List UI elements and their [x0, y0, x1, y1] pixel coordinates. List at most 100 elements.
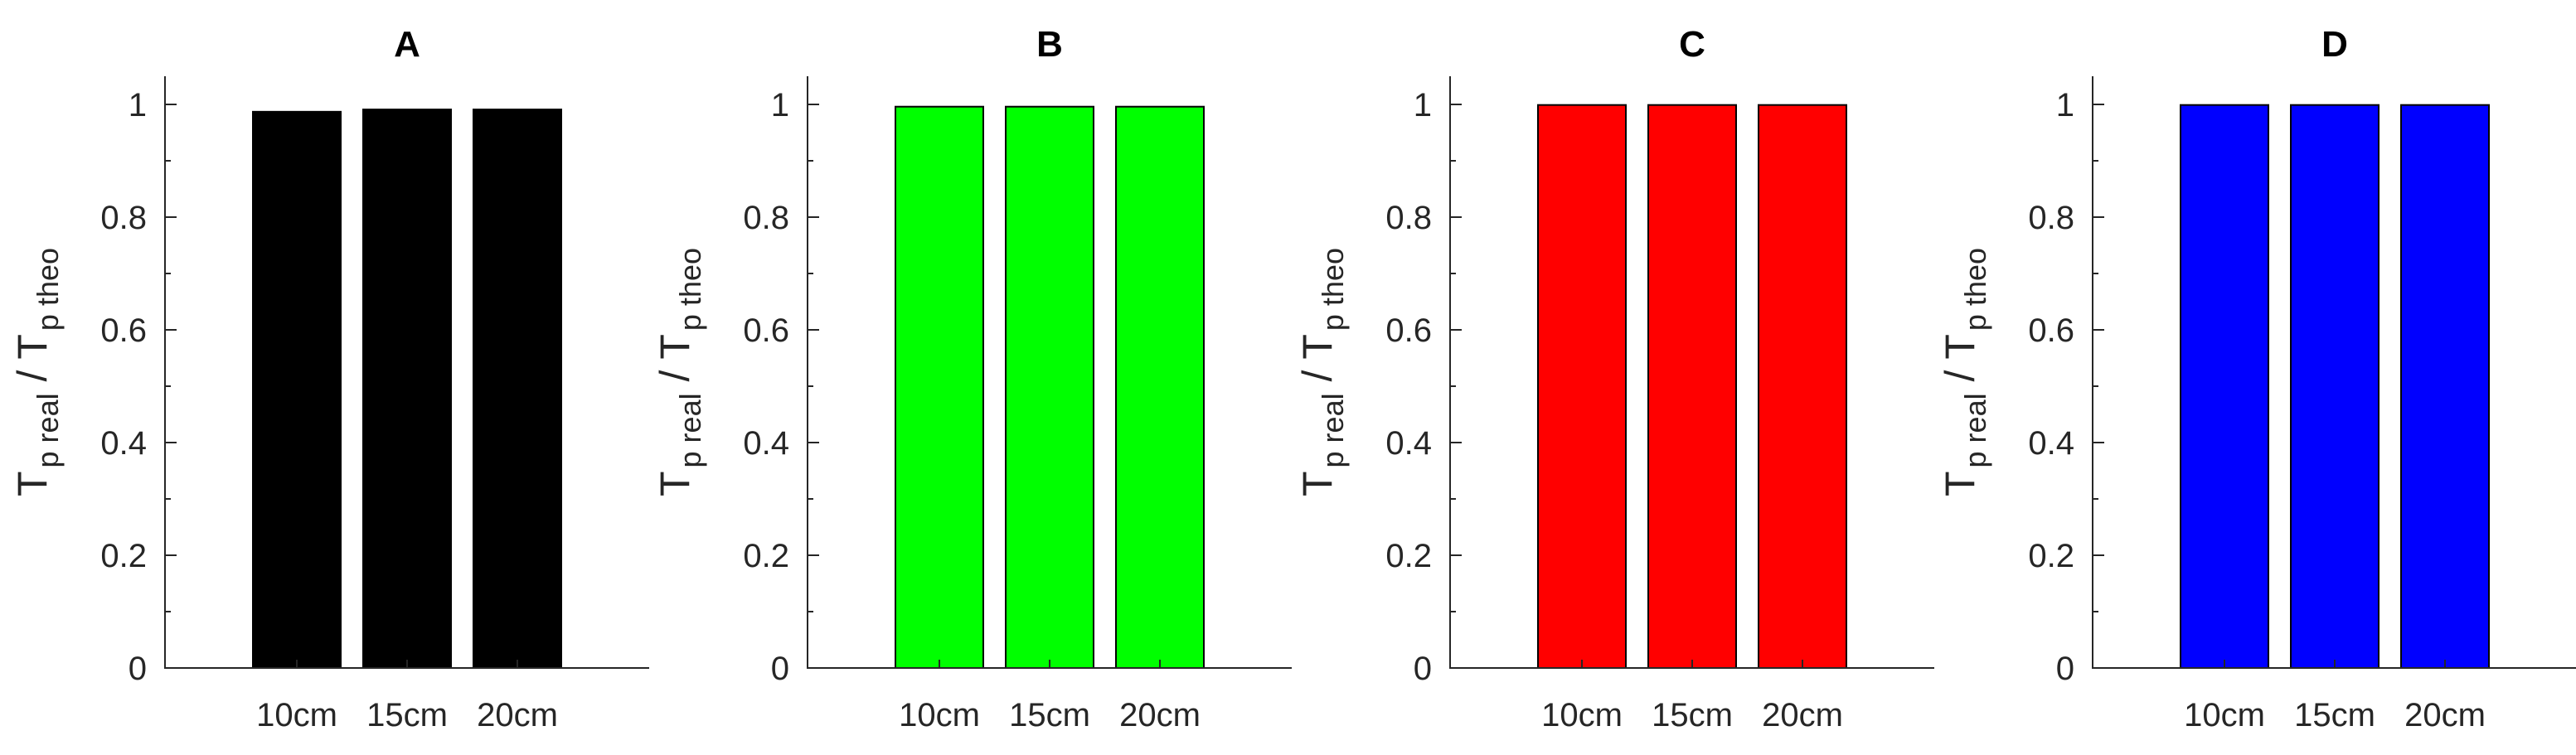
- y-tick-label: 1: [129, 87, 147, 123]
- bar-15cm: [1005, 105, 1094, 670]
- bar-20cm: [1115, 105, 1205, 670]
- ylabel-base: T: [1937, 471, 1983, 496]
- x-axis-ticks: 10cm 15cm 20cm: [256, 660, 558, 733]
- y-tick-label: 0.4: [743, 425, 789, 462]
- y-axis-ticks: 0 0.2 0.4 0.6 0.8 1: [2028, 87, 2104, 687]
- y-tick-label: 0: [2056, 651, 2074, 687]
- bar-20cm: [473, 109, 562, 669]
- ylabel-sub2: p theo: [1316, 248, 1350, 331]
- panel-title: A: [394, 24, 420, 65]
- y-tick-label: 0.4: [1385, 425, 1432, 462]
- x-axis-ticks: 10cm 15cm 20cm: [899, 660, 1201, 733]
- y-axis-ticks: 0 0.2 0.4 0.6 0.8 1: [100, 87, 177, 687]
- y-tick-label: 0.2: [2028, 538, 2074, 574]
- ylabel-base: T: [9, 471, 56, 496]
- bar-20cm: [2400, 104, 2490, 670]
- x-tick-label: 15cm: [2294, 697, 2375, 733]
- bar-10cm: [252, 110, 342, 669]
- ylabel-slash: /: [652, 360, 698, 394]
- axes-lines: [164, 76, 649, 669]
- y-tick-label: 0.2: [743, 538, 789, 574]
- panel-title: C: [1679, 24, 1705, 65]
- y-tick-label: 0.8: [743, 200, 789, 236]
- bar-10cm: [2180, 104, 2269, 670]
- ylabel-base2: T: [9, 334, 56, 360]
- y-axis-label-text: Tp real / Tp theo: [1294, 248, 1350, 496]
- bar-10cm: [895, 105, 984, 670]
- panel-title: B: [1036, 24, 1063, 65]
- axes-lines: [2092, 76, 2576, 669]
- x-tick-label: 10cm: [2184, 697, 2265, 733]
- y-axis-label: Tp real / Tp theo: [1937, 248, 1992, 496]
- x-tick-label: 15cm: [1009, 697, 1090, 733]
- ylabel-slash: /: [1294, 360, 1341, 394]
- y-tick-label: 0.4: [100, 425, 147, 462]
- x-axis-ticks: 10cm 15cm 20cm: [2184, 660, 2486, 733]
- x-tick-label: 15cm: [1652, 697, 1733, 733]
- ylabel-base: T: [1294, 471, 1341, 496]
- bar-10cm: [1537, 104, 1627, 670]
- y-tick-label: 0.2: [1385, 538, 1432, 574]
- panel-a: A Tp real / Tp theo 00.20.40.60.81 10cm 1…: [9, 24, 649, 733]
- ylabel-sub1: p real: [673, 393, 707, 467]
- ylabel-base2: T: [1294, 334, 1341, 360]
- y-tick-label: 0: [771, 651, 789, 687]
- y-axis-label-text: Tp real / Tp theo: [9, 248, 65, 496]
- x-tick-label: 10cm: [1541, 697, 1623, 733]
- y-tick-label: 0.8: [100, 200, 147, 236]
- y-tick-label: 1: [1414, 87, 1432, 123]
- y-tick-label: 0.6: [2028, 312, 2074, 349]
- panel-b: B Tp real / Tp theo 00.20.40.60.81 10cm 1…: [652, 24, 1292, 733]
- y-tick-label: 0.2: [100, 538, 147, 574]
- panel-c: C Tp real / Tp theo 00.20.40.60.81 10cm 1…: [1294, 24, 1934, 733]
- y-axis-label: Tp real / Tp theo: [1294, 248, 1350, 496]
- panel-title: D: [2321, 24, 2348, 65]
- ylabel-sub1: p real: [31, 393, 65, 467]
- y-axis-label-text: Tp real / Tp theo: [652, 248, 707, 496]
- ylabel-sub2: p theo: [1958, 248, 1992, 331]
- x-axis-ticks: 10cm 15cm 20cm: [1541, 660, 1843, 733]
- y-tick-label: 0: [1414, 651, 1432, 687]
- y-tick-label: 0.6: [100, 312, 147, 349]
- x-tick-label: 20cm: [1119, 697, 1201, 733]
- bar-20cm: [1758, 104, 1847, 670]
- axes-lines: [1449, 76, 1934, 669]
- ylabel-sub1: p real: [1316, 393, 1350, 467]
- ylabel-sub2: p theo: [31, 248, 65, 331]
- y-axis-label: Tp real / Tp theo: [9, 248, 65, 496]
- axes-lines: [807, 76, 1292, 669]
- y-tick-label: 1: [771, 87, 789, 123]
- ylabel-base2: T: [1937, 334, 1983, 360]
- ylabel-slash: /: [1937, 360, 1983, 394]
- ylabel-slash: /: [9, 360, 56, 394]
- y-tick-label: 0.6: [1385, 312, 1432, 349]
- panel-d: D Tp real / Tp theo 00.20.40.60.81 10cm 1…: [1937, 24, 2576, 733]
- y-tick-label: 0: [129, 651, 147, 687]
- x-tick-label: 10cm: [899, 697, 980, 733]
- bars: [252, 109, 562, 669]
- y-tick-label: 0.8: [1385, 200, 1432, 236]
- ylabel-sub1: p real: [1958, 393, 1992, 467]
- bars: [895, 105, 1205, 670]
- ylabel-base2: T: [652, 334, 698, 360]
- y-axis-ticks: 0 0.2 0.4 0.6 0.8 1: [743, 87, 819, 687]
- y-axis-ticks: 0 0.2 0.4 0.6 0.8 1: [1385, 87, 1462, 687]
- y-tick-label: 0.8: [2028, 200, 2074, 236]
- x-tick-label: 20cm: [477, 697, 558, 733]
- y-axis-label: Tp real / Tp theo: [652, 248, 707, 496]
- bar-15cm: [1647, 104, 1737, 670]
- bars: [1537, 104, 1847, 670]
- y-tick-label: 1: [2056, 87, 2074, 123]
- y-tick-label: 0.4: [2028, 425, 2074, 462]
- x-tick-label: 15cm: [366, 697, 448, 733]
- ylabel-sub2: p theo: [673, 248, 707, 331]
- bars: [2180, 104, 2490, 670]
- bar-15cm: [2290, 104, 2380, 670]
- y-tick-label: 0.6: [743, 312, 789, 349]
- x-tick-label: 10cm: [256, 697, 337, 733]
- x-tick-label: 20cm: [2404, 697, 2486, 733]
- ylabel-base: T: [652, 471, 698, 496]
- y-axis-label-text: Tp real / Tp theo: [1937, 248, 1992, 496]
- x-tick-label: 20cm: [1762, 697, 1843, 733]
